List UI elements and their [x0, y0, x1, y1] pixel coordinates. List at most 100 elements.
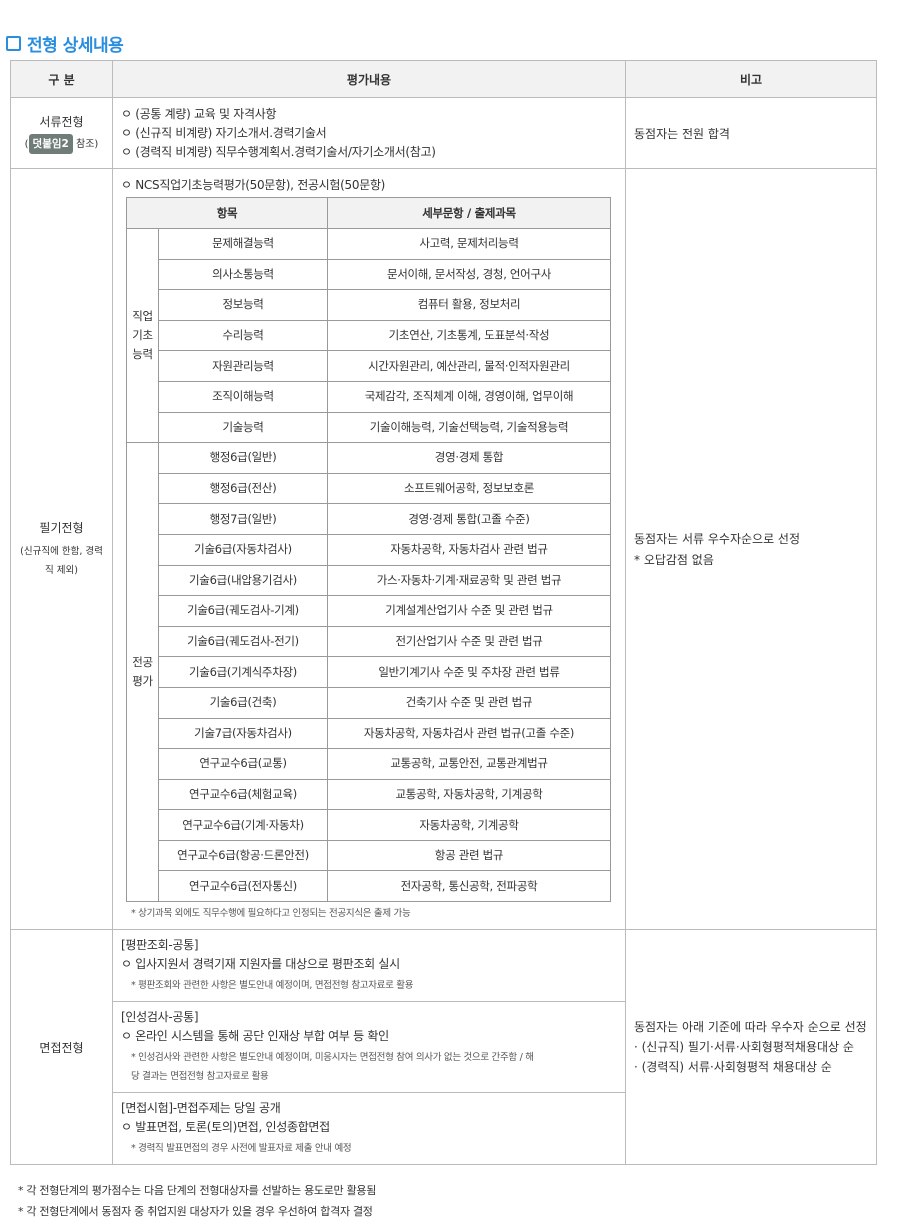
interview-remark: 동점자는 아래 기준에 따라 우수자 순으로 선정 · (신규직) 필기·서류·사… — [625, 929, 877, 1166]
subject-name: 기술6급(기계식주차장) — [158, 656, 328, 688]
subject-name: 기술6급(내압용기검사) — [158, 564, 328, 597]
sub-head: [면접시험]-면접주제는 당일 공개 — [121, 1101, 281, 1116]
subject-name: 기술6급(궤도검사-전기) — [158, 625, 328, 658]
section-title-text: 전형 상세내용 — [27, 35, 124, 56]
subject-detail: 일반기계기사 수준 및 주차장 관련 법류 — [327, 656, 611, 688]
subject-name: 연구교수6급(기계·자동차) — [158, 809, 328, 841]
subject-row: 정보능력 컴퓨터 활용, 정보처리 — [127, 289, 611, 321]
subject-detail: 자동차공학, 자동차검사 관련 법규(고졸 수준) — [327, 717, 611, 750]
reference-check: [평판조회-공통] ㅇ 입사지원서 경력기재 지원자를 대상으로 평판조회 실시 *… — [113, 930, 625, 1003]
subject-name: 연구교수6급(항공·드론안전) — [158, 839, 328, 872]
subject-row: 자원관리능력 시간자원관리, 예산관리, 물적·인적자원관리 — [127, 350, 611, 382]
list-item: ㅇ 입사지원서 경력기재 지원자를 대상으로 평판조회 실시 — [121, 957, 400, 972]
subject-row: 행정6급(전산) 소프트웨어공학, 정보보호론 — [127, 472, 611, 505]
subject-detail: 항공 관련 법규 — [327, 839, 611, 872]
ref-open: ( — [24, 138, 29, 150]
subject-detail: 건축기사 수준 및 관련 법규 — [327, 686, 611, 719]
subject-detail: 교통공학, 자동차공학, 기계공학 — [327, 778, 611, 811]
subject-row: 기술6급(건축) 건축기사 수준 및 관련 법규 — [127, 686, 611, 719]
footnote: * 각 전형단계에서 동점자 중 취업지원 대상자가 있을 경우 우선하여 합격… — [18, 1205, 373, 1219]
subject-group: 직업 기초 능력 — [126, 227, 159, 444]
subject-row: 수리능력 기초연산, 기초통계, 도표분석·작성 — [127, 319, 611, 352]
header-row: 구 분 평가내용 비고 — [10, 60, 877, 98]
subject-name: 행정6급(전산) — [158, 472, 328, 505]
subject-detail: 교통공학, 교통안전, 교통관계법규 — [327, 748, 611, 780]
subject-detail: 전자공학, 통신공학, 전파공학 — [327, 870, 611, 903]
subject-name: 정보능력 — [158, 289, 328, 321]
subject-row: 연구교수6급(기계·자동차) 자동차공학, 기계공학 — [127, 809, 611, 841]
subject-name: 연구교수6급(전자통신) — [158, 870, 328, 903]
row-interview: 면접전형 [평판조회-공통] ㅇ 입사지원서 경력기재 지원자를 대상으로 평판조… — [10, 929, 877, 1166]
document-remark: 동점자는 전원 합격 — [625, 97, 877, 169]
subject-detail: 경영·경제 통합 — [327, 442, 611, 474]
interview-exam: [면접시험]-면접주제는 당일 공개 ㅇ 발표면접, 토론(토의)면접, 인성종합… — [113, 1093, 625, 1164]
written-sub: (신규직에 한함, 경력직 제외) — [20, 545, 103, 576]
sub-head: [인성검사-공통] — [121, 1010, 199, 1025]
remark-line: * 오답감점 없음 — [634, 552, 714, 567]
list-item: ㅇ 온라인 시스템을 통해 공단 인재상 부합 여부 등 확인 — [121, 1029, 389, 1044]
header-content: 평가내용 — [112, 60, 626, 98]
written-category: 필기전형 (신규직에 한함, 경력직 제외) — [10, 167, 113, 931]
subject-detail: 기계설계산업기사 수준 및 관련 법규 — [327, 595, 611, 627]
interview-content: [평판조회-공통] ㅇ 입사지원서 경력기재 지원자를 대상으로 평판조회 실시 *… — [112, 929, 626, 1166]
written-content: ㅇ NCS직업기초능력평가(50문항), 전공시험(50문항) 항목 세부문항 /… — [112, 167, 626, 931]
interview-category: 면접전형 — [10, 929, 113, 1166]
sub-note: * 인성검사와 관련한 사항은 별도안내 예정이며, 미응시자는 면접전형 참여… — [131, 1052, 534, 1083]
list-item: ㅇ 발표면접, 토론(토의)면접, 인성종합면접 — [121, 1120, 330, 1135]
sub-note: * 경력직 발표면접의 경우 사전에 발표자료 제출 안내 예정 — [131, 1143, 352, 1155]
written-remark: 동점자는 서류 우수자순으로 선정 * 오답감점 없음 — [625, 167, 877, 931]
personality-test: [인성검사-공통] ㅇ 온라인 시스템을 통해 공단 인재상 부합 여부 등 확인… — [113, 1002, 625, 1094]
subject-row: 기술7급(자동차검사) 자동차공학, 자동차검사 관련 법규(고졸 수준) — [127, 717, 611, 750]
subject-row: 기술6급(자동차검사) 자동차공학, 자동차검사 관련 법규 — [127, 533, 611, 566]
attachment-badge: 덧붙임2 — [28, 133, 73, 154]
row-written: 필기전형 (신규직에 한함, 경력직 제외) ㅇ NCS직업기초능력평가(50문항… — [10, 167, 877, 931]
subject-detail: 소프트웨어공학, 정보보호론 — [327, 472, 611, 505]
subject-row: 기술6급(기계식주차장) 일반기계기사 수준 및 주차장 관련 법류 — [127, 656, 611, 688]
selection-table: 구 분 평가내용 비고 서류전형 (덧붙임2 참조) ㅇ (공통 계량) 교육 및 자… — [10, 60, 877, 1166]
remark-line: · (신규직) 필기·서류·사회형평적채용대상 순 — [634, 1040, 854, 1055]
subject-name: 기술6급(궤도검사-기계) — [158, 595, 328, 627]
subject-header-item: 항목 — [126, 197, 328, 229]
subject-row: 의사소통능력 문서이해, 문서작성, 경청, 언어구사 — [127, 258, 611, 291]
document-name: 서류전형 — [39, 114, 84, 129]
subject-row: 행정7급(일반) 경영·경제 통합(고졸 수준) — [127, 503, 611, 535]
subject-group: 전공 평가 — [126, 442, 159, 903]
sub-note: * 평판조회와 관련한 사항은 별도안내 예정이며, 면접전형 참고자료로 활용 — [131, 980, 414, 992]
subject-detail: 전기산업기사 수준 및 관련 법규 — [327, 625, 611, 658]
list-item: ㅇ (신규직 비계량) 자기소개서.경력기술서 — [121, 126, 327, 140]
list-item: ㅇ (경력직 비계량) 직무수행계획서.경력기술서/자기소개서(참고) — [121, 145, 436, 159]
subject-detail: 국제감각, 조직체계 이해, 경영이해, 업무이해 — [327, 380, 611, 413]
subject-table: 항목 세부문항 / 출제과목 직업 기초 능력 문제해결능력 사고력, 문제처리능력 의… — [126, 197, 611, 903]
subject-row: 조직이해능력 국제감각, 조직체계 이해, 경영이해, 업무이해 — [127, 380, 611, 413]
subject-row: 직업 기초 능력 문제해결능력 사고력, 문제처리능력 — [126, 227, 611, 444]
subject-row: 기술6급(궤도검사-기계) 기계설계산업기사 수준 및 관련 법규 — [127, 595, 611, 627]
subject-detail: 기초연산, 기초통계, 도표분석·작성 — [327, 319, 611, 352]
footnote: * 각 전형단계의 평가점수는 다음 단계의 전형대상자를 선발하는 용도로만 … — [18, 1184, 377, 1198]
row-document: 서류전형 (덧붙임2 참조) ㅇ (공통 계량) 교육 및 자격사항 ㅇ (신규직 … — [10, 97, 877, 169]
subject-header-detail: 세부문항 / 출제과목 — [327, 197, 611, 229]
document-category: 서류전형 (덧붙임2 참조) — [10, 97, 113, 169]
section-title: 전형 상세내용 — [6, 33, 900, 56]
subject-row: 기술6급(내압용기검사) 가스·자동차·기계·재료공학 및 관련 법규 — [127, 564, 611, 597]
subject-detail: 문서이해, 문서작성, 경청, 언어구사 — [327, 258, 611, 291]
subject-name: 기술6급(건축) — [158, 686, 328, 719]
subject-detail: 기술이해능력, 기술선택능력, 기술적용능력 — [327, 411, 611, 444]
remark-line: 동점자는 서류 우수자순으로 선정 — [634, 531, 801, 546]
subject-row: 기술능력 기술이해능력, 기술선택능력, 기술적용능력 — [127, 411, 611, 444]
subject-name: 기술6급(자동차검사) — [158, 533, 328, 566]
subject-detail: 컴퓨터 활용, 정보처리 — [327, 289, 611, 321]
ref-close: 참조) — [76, 138, 99, 150]
subject-name: 연구교수6급(교통) — [158, 748, 328, 780]
subject-name: 기술7급(자동차검사) — [158, 717, 328, 750]
remark-line: 동점자는 아래 기준에 따라 우수자 순으로 선정 — [634, 1020, 867, 1035]
header-remark: 비고 — [625, 60, 877, 98]
written-name: 필기전형 — [39, 520, 84, 535]
subject-name: 행정7급(일반) — [158, 503, 328, 535]
remark-line: · (경력직) 서류·사회형평적 채용대상 순 — [634, 1060, 832, 1075]
subject-name: 의사소통능력 — [158, 258, 328, 291]
subject-detail: 가스·자동차·기계·재료공학 및 관련 법규 — [327, 564, 611, 597]
sub-head: [평판조회-공통] — [121, 938, 199, 953]
subject-detail: 자동차공학, 기계공학 — [327, 809, 611, 841]
subject-row: 연구교수6급(체험교육) 교통공학, 자동차공학, 기계공학 — [127, 778, 611, 811]
subject-name: 기술능력 — [158, 411, 328, 444]
